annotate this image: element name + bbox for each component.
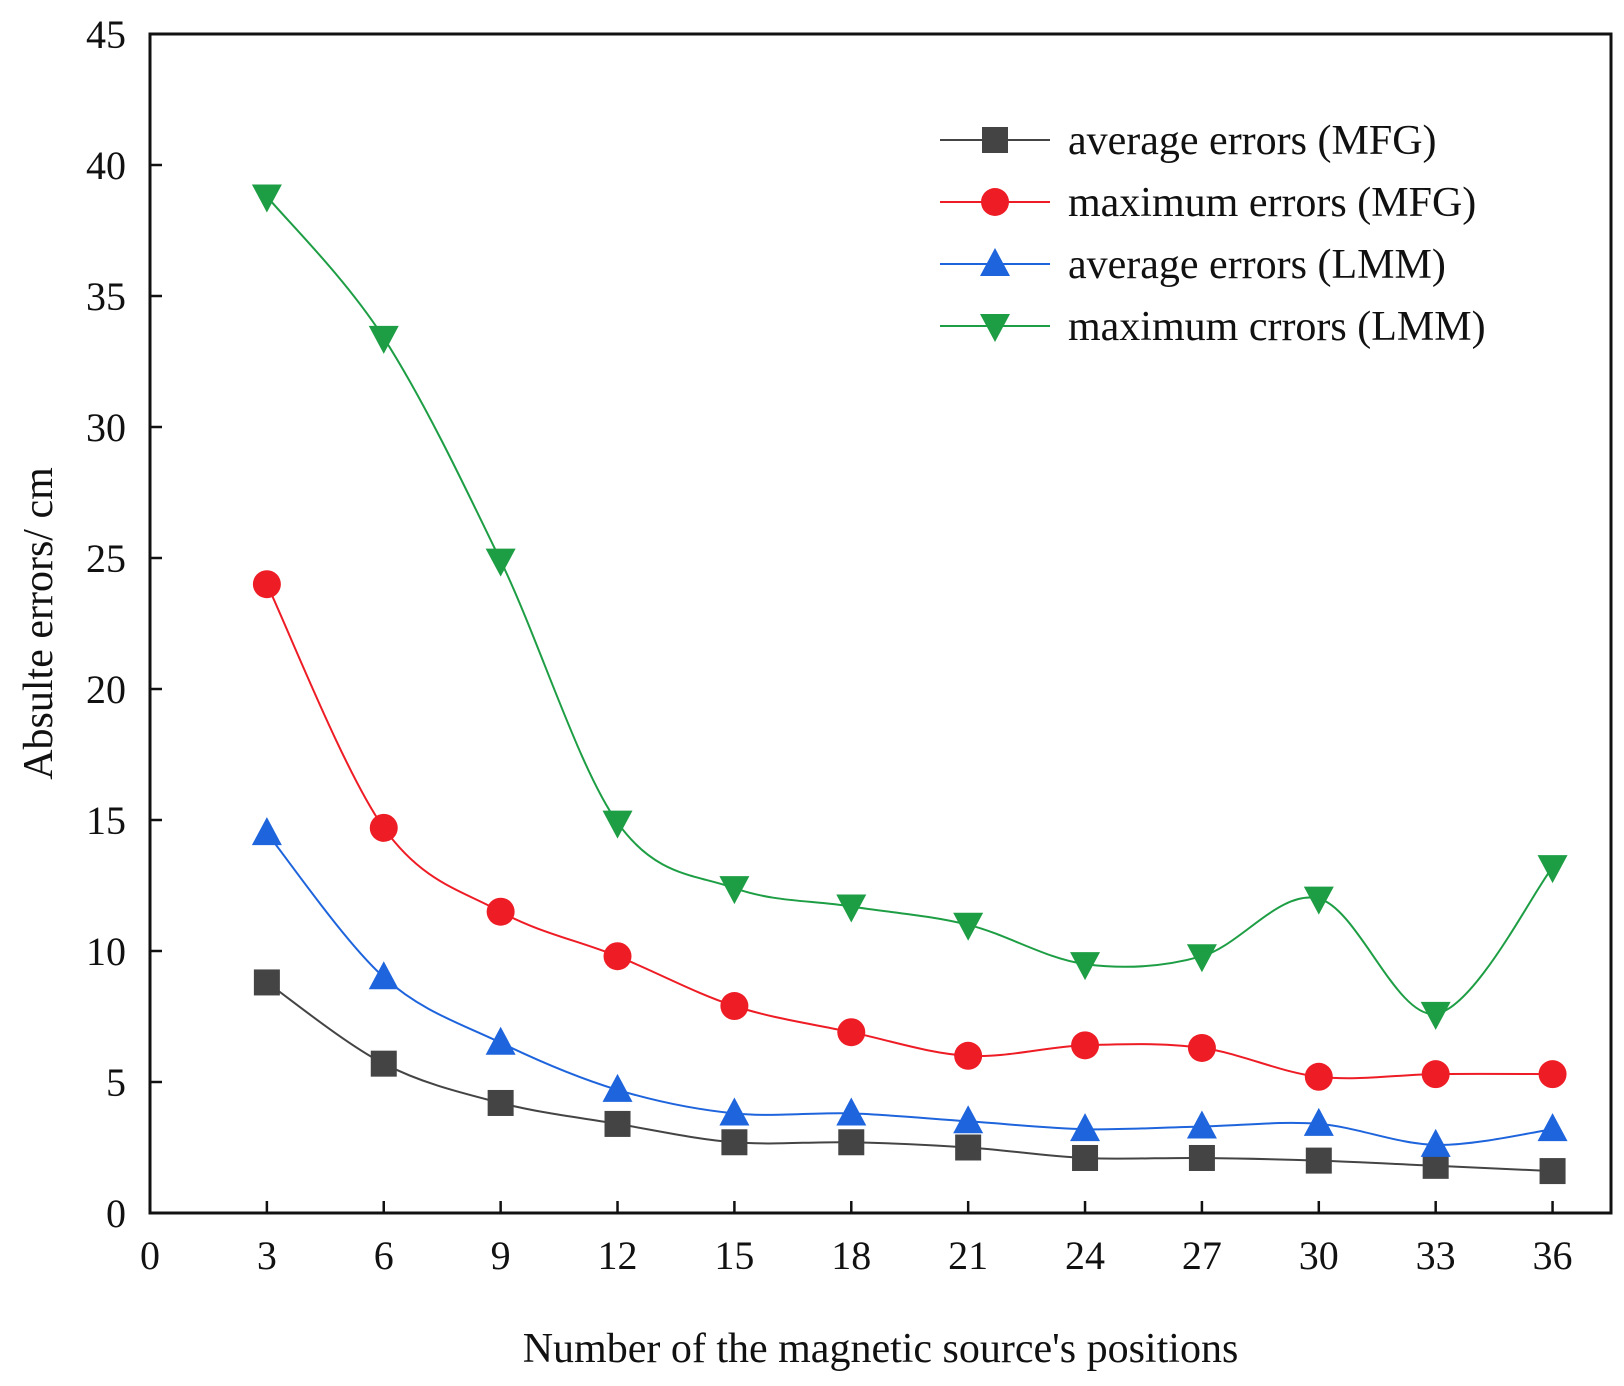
data-point: [1187, 1033, 1216, 1062]
y-tick-label: 30: [86, 405, 126, 450]
x-tick-label: 36: [1533, 1233, 1573, 1278]
data-point: [836, 1097, 867, 1126]
series-line: [265, 583, 1553, 1080]
series-1: [253, 969, 1566, 1185]
data-point: [1421, 1060, 1450, 1089]
legend-item: maximum crrors (LMM): [940, 304, 1486, 350]
data-point: [603, 942, 632, 971]
x-tick-label: 24: [1065, 1233, 1105, 1278]
data-point: [721, 1129, 748, 1156]
data-point: [953, 912, 984, 941]
data-point: [485, 1026, 516, 1055]
legend-item: average errors (LMM): [940, 242, 1446, 288]
data-point: [487, 1089, 514, 1116]
data-point: [836, 894, 867, 923]
data-point: [720, 992, 749, 1021]
x-tick-label: 15: [714, 1233, 754, 1278]
x-tick-label: 30: [1299, 1233, 1339, 1278]
data-point: [955, 1134, 982, 1161]
data-point: [1186, 944, 1217, 973]
x-tick-label: 6: [374, 1233, 394, 1278]
data-point: [1188, 1144, 1215, 1171]
data-point: [1539, 1158, 1566, 1185]
x-tick-label: 9: [491, 1233, 511, 1278]
y-tick-label: 5: [106, 1060, 126, 1105]
y-tick-label: 35: [86, 274, 126, 319]
data-point: [1538, 1060, 1567, 1089]
x-tick-label: 21: [948, 1233, 988, 1278]
legend-label: average errors (MFG): [1068, 118, 1437, 164]
y-tick-label: 0: [106, 1191, 126, 1236]
data-point: [602, 1073, 633, 1102]
x-tick-label: 27: [1182, 1233, 1222, 1278]
data-point: [954, 1041, 983, 1070]
series-line: [266, 832, 1553, 1146]
data-point: [1537, 1113, 1568, 1142]
series-4: [251, 184, 1568, 1030]
data-point: [1072, 1144, 1099, 1171]
data-point: [251, 184, 282, 213]
data-point: [719, 876, 750, 905]
y-tick-label: 10: [86, 929, 126, 974]
data-point: [602, 810, 633, 839]
legend: average errors (MFG) maximum errors (MFG)…: [940, 118, 1486, 350]
data-point: [1420, 1128, 1451, 1157]
data-point: [1071, 1031, 1100, 1060]
plot-frame: [148, 32, 1613, 1215]
y-tick-label: 40: [86, 143, 126, 188]
y-tick-label: 25: [86, 536, 126, 581]
data-point: [1303, 886, 1334, 915]
data-point: [1186, 1110, 1217, 1139]
data-point: [1070, 1113, 1101, 1142]
legend-label: maximum crrors (LMM): [1068, 304, 1486, 350]
data-point: [253, 969, 280, 996]
data-point: [370, 1050, 397, 1077]
legend-item: average errors (MFG): [940, 118, 1437, 164]
data-point: [1070, 952, 1101, 981]
legend-marker: [980, 248, 1010, 276]
legend-marker: [981, 188, 1009, 216]
legend-marker: [980, 314, 1010, 342]
data-point: [719, 1097, 750, 1126]
data-point: [1537, 855, 1568, 884]
x-tick-label: 18: [831, 1233, 871, 1278]
data-point: [368, 325, 399, 354]
series-line: [266, 981, 1553, 1173]
data-point: [1420, 1001, 1451, 1030]
series-line: [266, 195, 1554, 1015]
x-tick-label: 3: [257, 1233, 277, 1278]
y-tick-label: 20: [86, 667, 126, 712]
data-point: [369, 813, 398, 842]
data-point: [1304, 1062, 1333, 1091]
data-point: [252, 570, 281, 599]
legend-label: maximum errors (MFG): [1068, 180, 1476, 226]
data-point: [604, 1110, 631, 1137]
data-point: [368, 961, 399, 990]
data-point: [1422, 1152, 1449, 1179]
x-axis-title: Number of the magnetic source's position…: [523, 1326, 1239, 1372]
legend-marker: [982, 127, 1008, 153]
x-tick-label: 0: [140, 1233, 160, 1278]
data-point: [838, 1129, 865, 1156]
data-point: [1303, 1107, 1334, 1136]
y-axis-title: Absulte errors/ cm: [16, 467, 62, 780]
x-tick-label: 12: [598, 1233, 638, 1278]
data-point: [953, 1105, 984, 1134]
data-point: [837, 1018, 866, 1047]
data-point: [485, 548, 516, 577]
y-tick-label: 15: [86, 798, 126, 843]
legend-item: maximum errors (MFG): [940, 180, 1476, 226]
y-tick-label: 45: [86, 12, 126, 57]
series-3: [251, 817, 1568, 1157]
series-group: [251, 184, 1568, 1185]
x-tick-label: 33: [1416, 1233, 1456, 1278]
data-point: [1305, 1147, 1332, 1174]
data-point: [486, 897, 515, 926]
legend-label: average errors (LMM): [1068, 242, 1446, 288]
series-2: [252, 570, 1567, 1091]
data-point: [251, 817, 282, 846]
